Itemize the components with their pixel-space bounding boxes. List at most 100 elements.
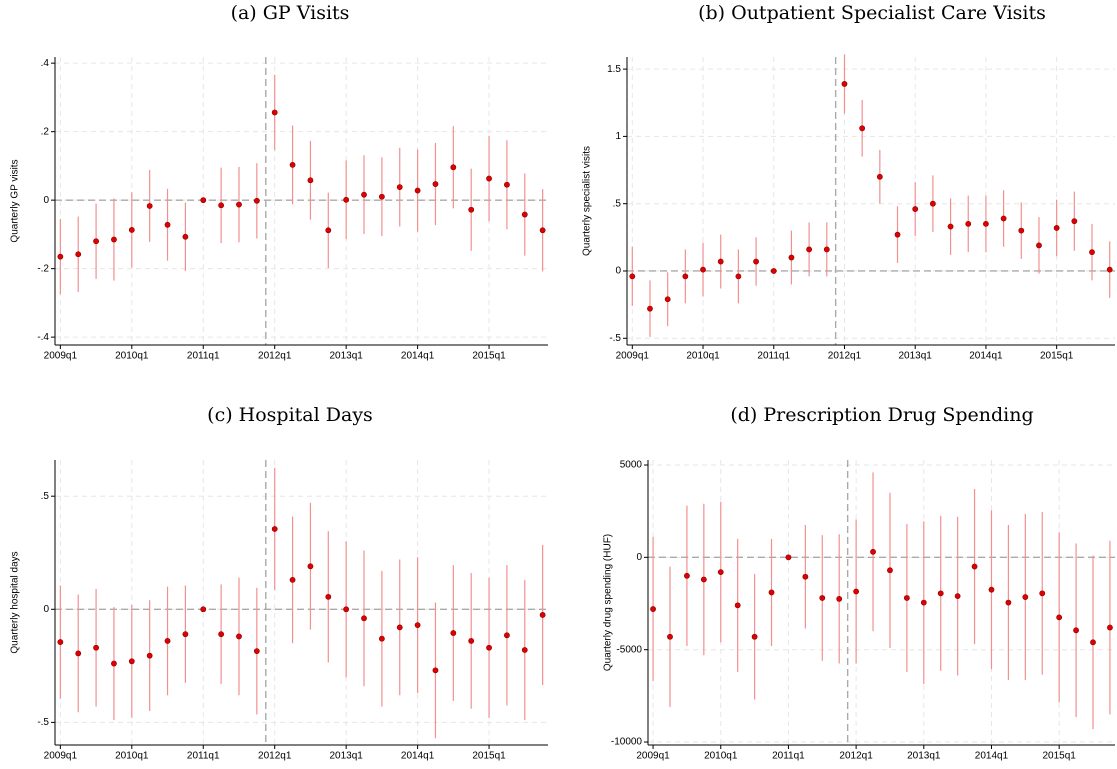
point (717, 258, 724, 265)
point (253, 648, 260, 655)
point (93, 238, 99, 245)
x-tick-label: 2013q1 (329, 351, 363, 362)
point (700, 576, 707, 583)
point (735, 273, 742, 280)
y-tick-label: 1 (615, 131, 621, 142)
point (971, 563, 978, 570)
x-tick-label: 2010q1 (686, 351, 720, 362)
panel-title: (c) Hospital Days (207, 404, 373, 426)
y-axis-label: Quarterly GP visits (10, 159, 21, 242)
point (325, 593, 332, 600)
point (486, 644, 492, 651)
x-tick-label: 2010q1 (115, 751, 149, 762)
point (450, 164, 457, 171)
x-tick-label: 2015q1 (472, 751, 506, 762)
point (57, 253, 64, 260)
point (289, 576, 296, 583)
point (468, 206, 475, 213)
x-tick-label: 2014q1 (401, 351, 435, 362)
point (876, 173, 883, 180)
point (93, 644, 99, 651)
x-tick-label: 2009q1 (636, 751, 670, 762)
point (271, 526, 278, 532)
point (343, 606, 350, 613)
point (717, 569, 724, 576)
x-tick-label: 2011q1 (187, 351, 220, 362)
point (650, 606, 656, 612)
point (1036, 242, 1042, 249)
x-tick-label: 2012q1 (839, 751, 873, 762)
point (788, 254, 795, 261)
y-tick-label: .2 (41, 126, 50, 137)
point (903, 595, 910, 601)
point (1107, 624, 1113, 631)
panel-title: (a) GP Visits (231, 2, 350, 24)
x-tick-label: 2011q1 (187, 751, 220, 762)
point (218, 631, 225, 638)
point (486, 175, 492, 182)
x-tick-label: 2015q1 (1040, 351, 1074, 362)
x-tick-label: 2011q1 (757, 351, 790, 362)
point (164, 221, 171, 228)
point (1018, 227, 1025, 234)
y-axis-label: Quarterly specialist visits (582, 146, 593, 256)
point (468, 638, 475, 644)
point (894, 231, 901, 238)
y-tick-label: -.5 (609, 333, 621, 344)
point (819, 595, 826, 601)
point (823, 246, 830, 253)
y-tick-label: -.5 (37, 717, 49, 728)
point (920, 599, 927, 606)
point (1056, 614, 1063, 621)
point (629, 273, 636, 280)
point (937, 590, 944, 597)
point (734, 602, 741, 609)
point (146, 652, 153, 659)
x-tick-label: 2012q1 (258, 751, 292, 762)
point (1000, 215, 1007, 222)
y-tick-label: 0 (43, 195, 49, 206)
y-tick-label: 5000 (620, 460, 643, 471)
point (164, 638, 171, 644)
y-axis-label: Quarterly hospital days (10, 551, 21, 653)
point (128, 227, 135, 233)
point (965, 220, 972, 227)
point (504, 632, 510, 639)
point (521, 647, 528, 653)
point (682, 273, 689, 280)
y-tick-label: 0 (43, 604, 49, 615)
x-tick-label: 2012q1 (258, 351, 292, 362)
point (307, 563, 314, 570)
y-tick-label: -.2 (37, 263, 49, 274)
point (378, 635, 385, 642)
x-tick-label: 2014q1 (401, 751, 435, 762)
point (768, 589, 775, 596)
point (836, 595, 843, 602)
x-tick-label: 2013q1 (899, 351, 933, 362)
point (414, 622, 421, 629)
point (647, 305, 653, 312)
point (912, 206, 919, 212)
point (361, 615, 367, 622)
point (450, 630, 457, 636)
y-tick-label: -.4 (37, 332, 49, 343)
point (253, 197, 260, 204)
point (289, 161, 296, 168)
x-tick-label: 2012q1 (828, 351, 862, 362)
point (1071, 218, 1078, 225)
point (432, 667, 439, 674)
point (1005, 599, 1012, 606)
point (664, 296, 671, 303)
point (853, 588, 860, 595)
y-tick-label: 1.5 (607, 64, 621, 75)
y-axis-label: Quarterly drug spending (HUF) (603, 534, 614, 671)
x-tick-label: 2013q1 (907, 751, 941, 762)
point (396, 624, 403, 631)
x-tick-label: 2009q1 (44, 351, 78, 362)
point (200, 197, 207, 204)
point (802, 573, 809, 580)
point (539, 227, 546, 234)
point (111, 660, 117, 667)
point (983, 220, 989, 227)
point (539, 612, 546, 618)
